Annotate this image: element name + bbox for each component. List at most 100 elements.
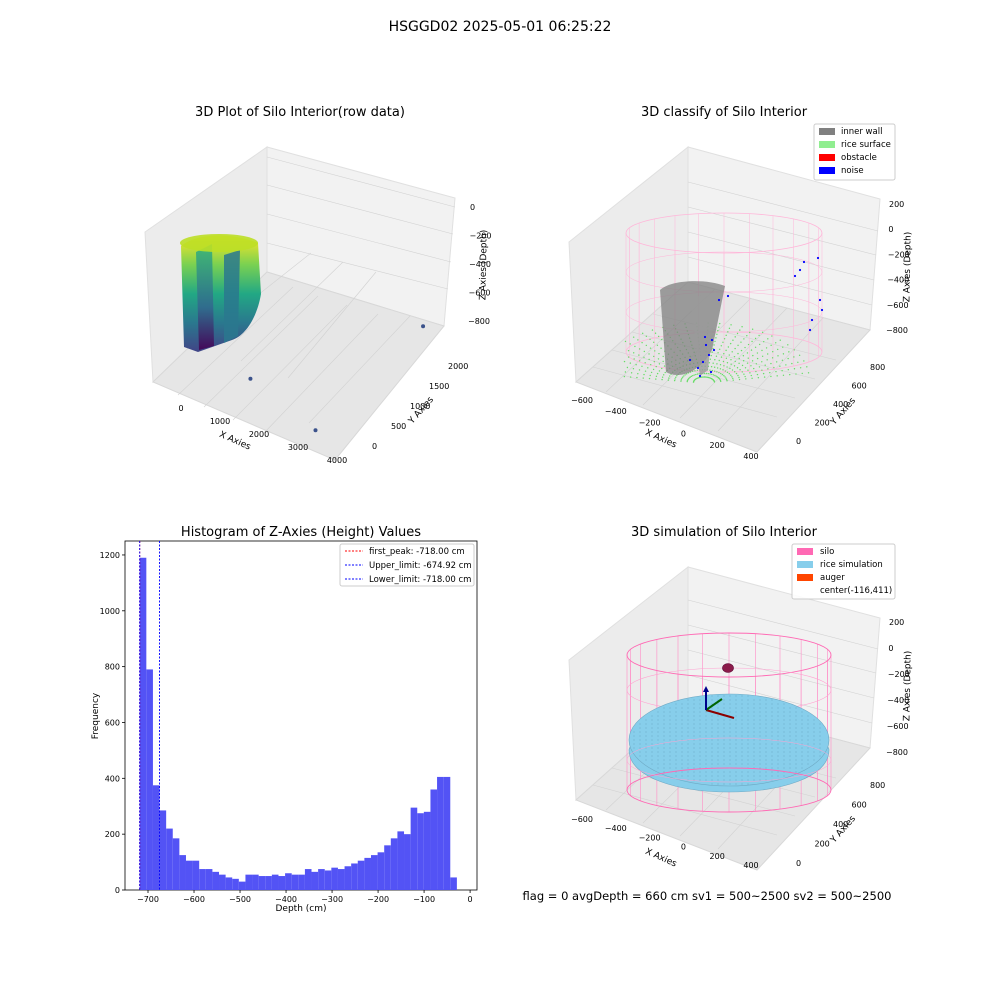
classify-3d-ytick-label: 400 xyxy=(833,400,848,409)
rice-mesh-point xyxy=(633,735,635,737)
classify-3d-ztick-label: −200 xyxy=(888,250,910,259)
rice-surface-point xyxy=(638,348,641,350)
rice-mesh-point xyxy=(657,735,659,737)
rice-mesh-point xyxy=(693,747,695,749)
rice-surface-point xyxy=(716,371,718,373)
rice-mesh-point xyxy=(711,779,713,781)
rice-surface-point xyxy=(654,332,657,334)
rice-surface-point xyxy=(755,370,757,373)
rice-mesh-point xyxy=(759,763,761,765)
rice-mesh-point xyxy=(747,727,749,729)
rice-surface-point xyxy=(722,369,724,371)
rice-mesh-point xyxy=(759,731,761,733)
simulation-3d-ylabel: Y Axies xyxy=(828,814,858,846)
rice-surface-point xyxy=(662,374,665,376)
legend-swatch-inner-wall xyxy=(819,128,835,135)
rice-mesh-point xyxy=(801,739,803,741)
rice-mesh-point xyxy=(795,735,797,737)
rice-mesh-point xyxy=(723,699,725,701)
simulation-3d-ztick-label: −400 xyxy=(887,696,909,705)
rice-mesh-point xyxy=(687,707,689,709)
rice-surface-point xyxy=(680,380,682,382)
rice-surface-point xyxy=(667,379,670,381)
rice-mesh-point xyxy=(717,699,719,701)
rice-mesh-point xyxy=(789,727,791,729)
rice-mesh-point xyxy=(819,735,821,737)
rice-surface-point xyxy=(795,373,797,375)
rice-mesh-point xyxy=(705,727,707,729)
rice-surface-point xyxy=(654,350,656,352)
rice-mesh-point xyxy=(645,727,647,729)
rice-mesh-point xyxy=(639,731,641,733)
rice-mesh-point xyxy=(711,751,713,753)
rice-mesh-point xyxy=(651,719,653,721)
rice-surface-point xyxy=(715,355,718,357)
rice-mesh-point xyxy=(657,751,659,753)
rice-mesh-point xyxy=(639,739,641,741)
rice-surface-point xyxy=(724,376,726,378)
rice-mesh-point xyxy=(729,723,731,725)
rice-mesh-point xyxy=(687,715,689,717)
center-axis-x xyxy=(705,709,735,719)
rice-mesh-point xyxy=(693,743,695,745)
histogram-bar xyxy=(179,855,186,890)
rice-mesh-point xyxy=(681,771,683,773)
rice-mesh-point xyxy=(795,719,797,721)
raw-3d-ytick-label: 500 xyxy=(391,422,406,431)
rice-surface-point xyxy=(722,360,725,363)
rice-mesh-point xyxy=(759,723,761,725)
rice-surface-point xyxy=(736,367,739,369)
rice-mesh-point xyxy=(789,731,791,733)
rice-mesh-point xyxy=(687,731,689,733)
rice-mesh-point xyxy=(669,711,671,713)
rice-mesh-point xyxy=(693,707,695,709)
rice-mesh-point xyxy=(669,723,671,725)
rice-surface-point xyxy=(657,335,660,338)
rice-surface-point xyxy=(661,338,663,341)
histogram-bar xyxy=(152,785,160,890)
rice-surface-point xyxy=(689,376,691,378)
noise-point xyxy=(808,328,812,332)
rice-surface-point xyxy=(758,366,761,368)
rice-mesh-point xyxy=(759,759,761,761)
rice-mesh-point xyxy=(765,715,767,717)
rice-mesh-point xyxy=(783,731,785,733)
histogram-bar xyxy=(430,789,438,890)
rice-surface-point xyxy=(656,372,659,375)
rice-mesh-point xyxy=(651,747,653,749)
rice-mesh-point xyxy=(819,747,821,749)
rice-mesh-point xyxy=(729,719,731,721)
legend-label-silo: silo xyxy=(820,547,834,557)
rice-mesh-point xyxy=(711,783,713,785)
rice-mesh-point xyxy=(747,775,749,777)
histogram-yticks: 0 200 400 600 800 1000 1200 xyxy=(100,551,125,895)
rice-surface-point xyxy=(648,377,651,380)
rice-mesh-point xyxy=(801,735,803,737)
rice-mesh-point xyxy=(813,755,815,757)
simulation-3d-ytick-label: 800 xyxy=(870,781,885,790)
legend-label-center: center(-116,411) xyxy=(820,586,892,596)
rice-mesh-point xyxy=(753,775,755,777)
rice-mesh-point xyxy=(801,743,803,745)
classify-3d-xtick-label: 0 xyxy=(681,430,686,439)
rice-mesh-point xyxy=(783,755,785,757)
histogram-xticks: −700 −600 −500 −400 −300 −200 −100 0 xyxy=(137,890,473,904)
rice-surface-point xyxy=(725,357,728,359)
rice-mesh-point xyxy=(705,763,707,765)
rice-mesh-point xyxy=(801,763,803,765)
rice-surface-point xyxy=(658,363,661,365)
rice-surface-point xyxy=(720,345,723,347)
rice-mesh-point xyxy=(819,739,821,741)
raw-3d-ytick-label: 1500 xyxy=(429,382,449,391)
rice-mesh-point xyxy=(675,767,677,769)
classify-3d-noise-points xyxy=(688,256,824,378)
histogram-vlines xyxy=(139,541,160,890)
rice-mesh-point xyxy=(801,731,803,733)
rice-surface-point xyxy=(714,370,716,372)
rice-surface-point xyxy=(777,355,779,357)
rice-mesh-point xyxy=(777,759,779,761)
rice-surface-point xyxy=(663,365,666,367)
rice-mesh-point xyxy=(693,715,695,717)
raw-3d-title: 3D Plot of Silo Interior(row data) xyxy=(195,105,405,120)
rice-mesh-point xyxy=(759,747,761,749)
